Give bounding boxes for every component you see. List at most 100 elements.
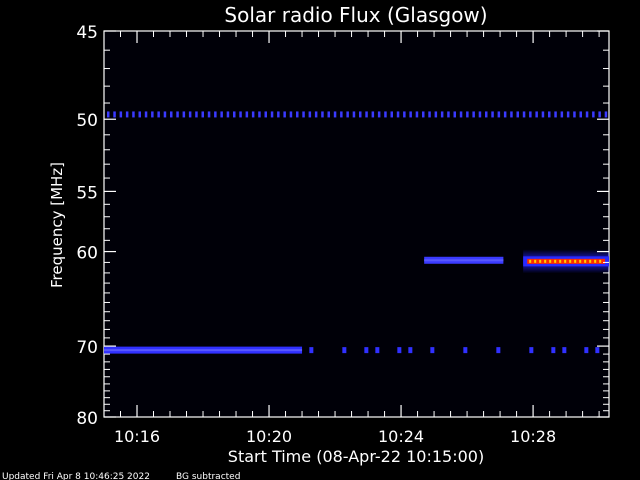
band-segment <box>440 111 444 118</box>
band-segment <box>463 347 468 354</box>
emission-band <box>309 347 600 354</box>
band-segment <box>308 111 312 118</box>
band-highlight <box>104 349 303 352</box>
band-segment <box>233 111 236 118</box>
band-segment <box>207 111 211 118</box>
emission-band <box>523 249 609 274</box>
band-segment <box>397 347 402 354</box>
band-segment <box>327 111 330 118</box>
chart-title: Solar radio Flux (Glasgow) <box>224 3 487 27</box>
x-axis-label: Start Time (08-Apr-22 10:15:00) <box>228 447 484 466</box>
band-segment <box>132 111 135 118</box>
x-tick-label: 10:28 <box>510 427 556 446</box>
band-segment <box>195 111 198 118</box>
band-segment <box>560 111 564 118</box>
band-peak-speck <box>549 259 552 263</box>
band-segment <box>522 111 526 118</box>
band-segment <box>296 111 299 118</box>
band-segment <box>598 111 601 118</box>
band-segment <box>144 111 148 118</box>
band-segment <box>478 111 482 118</box>
band-peak-speck <box>579 259 582 263</box>
y-axis-label: Frequency [MHz] <box>48 162 66 288</box>
band-segment <box>277 111 280 118</box>
y-tick-label: 50 <box>76 111 98 131</box>
band-segment <box>176 111 179 118</box>
band-segment <box>434 111 438 118</box>
band-segment <box>573 111 576 118</box>
emission-band <box>424 256 504 264</box>
band-segment <box>270 111 274 118</box>
band-segment <box>321 111 324 118</box>
x-tick-label: 10:20 <box>246 427 292 446</box>
band-segment <box>447 111 450 118</box>
band-segment <box>554 111 557 118</box>
y-axis: 45 50 55 60 70 80 <box>76 23 609 429</box>
band-segment <box>595 347 600 354</box>
band-peak-speck <box>534 259 537 263</box>
band-segment <box>346 111 349 118</box>
band-segment <box>430 347 435 354</box>
band-segment <box>251 111 255 118</box>
footer-note: BG subtracted <box>176 472 240 480</box>
band-segment <box>283 111 286 118</box>
band-segment <box>333 111 337 118</box>
band-segment <box>340 111 343 118</box>
band-segment <box>289 111 293 118</box>
band-peak-speck <box>554 259 557 263</box>
band-segment <box>453 111 456 118</box>
band-segment <box>342 347 347 354</box>
emission-band <box>107 111 608 118</box>
band-peak-speck <box>594 259 597 263</box>
band-segment <box>529 347 534 354</box>
band-segment <box>214 111 217 118</box>
band-segment <box>403 111 406 118</box>
band-layer <box>104 111 609 354</box>
band-segment <box>562 347 567 354</box>
band-segment <box>201 111 204 118</box>
band-peak-speck <box>559 259 562 263</box>
band-segment <box>245 111 249 118</box>
band-segment <box>364 347 369 354</box>
band-segment <box>151 111 154 118</box>
band-segment <box>163 111 167 118</box>
band-segment <box>314 111 318 118</box>
band-segment <box>566 111 570 118</box>
band-segment <box>409 111 412 118</box>
band-segment <box>510 111 513 118</box>
band-segment <box>472 111 475 118</box>
band-peak-speck <box>589 259 592 263</box>
band-segment <box>188 111 192 118</box>
band-segment <box>220 111 223 118</box>
band-segment <box>535 111 538 118</box>
band-segment <box>604 111 608 118</box>
band-segment <box>239 111 242 118</box>
band-segment <box>396 111 400 118</box>
band-segment <box>428 111 431 118</box>
y-tick-label: 45 <box>76 23 98 43</box>
band-segment <box>170 111 173 118</box>
band-segment <box>503 111 507 118</box>
band-segment <box>107 111 110 118</box>
band-segment <box>302 111 305 118</box>
band-segment <box>491 111 494 118</box>
band-segment <box>125 111 129 118</box>
band-segment <box>264 111 267 118</box>
band-peak-speck <box>564 259 567 263</box>
band-segment <box>516 111 519 118</box>
x-axis: 10:16 10:20 10:24 10:28 <box>114 31 600 446</box>
band-peak-speck <box>529 259 532 263</box>
band-segment <box>551 347 556 354</box>
band-segment <box>226 111 230 118</box>
band-segment <box>138 111 141 118</box>
plot-area <box>103 30 610 418</box>
band-segment <box>384 111 387 118</box>
band-segment <box>496 347 501 354</box>
band-segment <box>309 347 314 354</box>
band-segment <box>584 347 589 354</box>
band-segment <box>422 111 425 118</box>
band-segment <box>352 111 356 118</box>
band-segment <box>585 111 589 118</box>
band-segment <box>365 111 368 118</box>
